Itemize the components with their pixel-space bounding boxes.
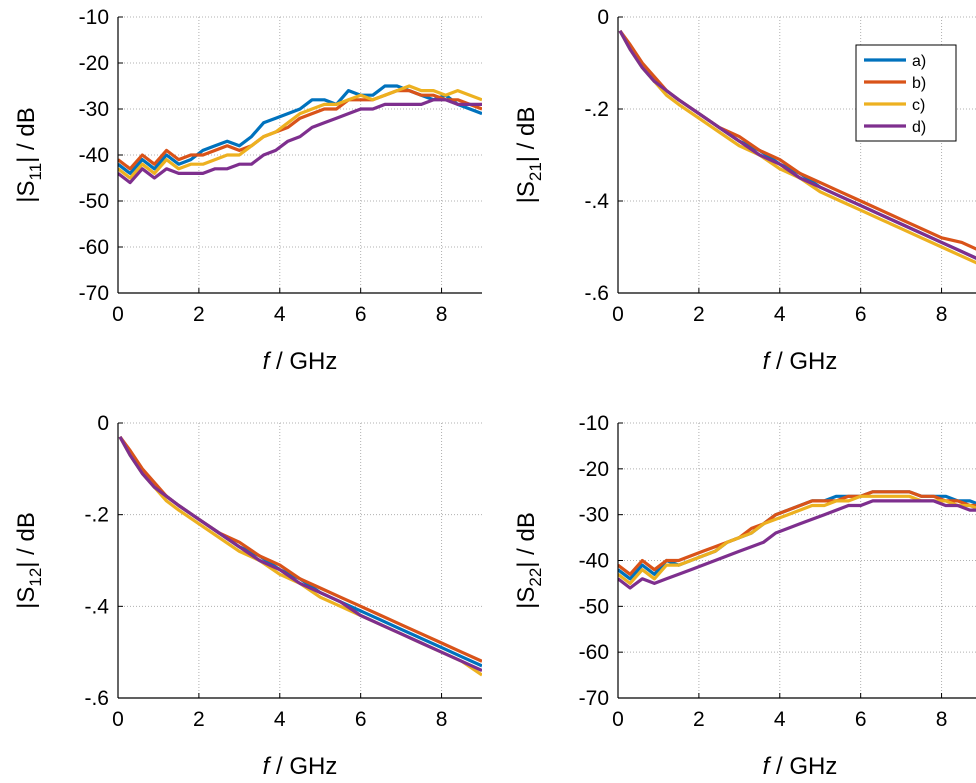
legend-label: b)	[912, 75, 926, 92]
series-line-trace-4	[118, 98, 482, 185]
panel-3: 0 2 4 6 8 -.6 -.4 -.2 0 f / GHz |S12| / dB	[13, 412, 482, 780]
series-group	[618, 490, 976, 590]
x-tick-label: 4	[774, 708, 786, 731]
x-tick-label: 0	[112, 708, 124, 731]
series-line-trace-2	[118, 435, 482, 663]
series-line-b)	[618, 29, 976, 251]
x-tick-label: 8	[436, 303, 448, 326]
x-tick-label: 6	[855, 303, 867, 326]
y-tick-label: 0	[97, 412, 109, 435]
series-line-trace-3	[118, 84, 482, 180]
x-tick-label: 0	[112, 303, 124, 326]
y-tick-label: -.6	[584, 282, 609, 305]
y-tick-label: -.4	[584, 190, 609, 213]
x-tick-label: 2	[193, 303, 205, 326]
x-axis-label: f / GHz	[763, 753, 838, 780]
series-line-trace-2	[118, 89, 482, 171]
y-tick-label: -30	[79, 98, 109, 121]
x-tick-label: 2	[193, 708, 205, 731]
y-tick-label: -20	[579, 458, 609, 481]
y-tick-label: -10	[579, 412, 609, 435]
legend-label: a)	[912, 53, 926, 70]
series-line-trace-4	[618, 499, 976, 590]
x-tick-label: 8	[436, 708, 448, 731]
y-tick-label: -.6	[84, 687, 109, 710]
x-tick-label: 6	[355, 708, 367, 731]
y-tick-label: 0	[597, 6, 609, 29]
y-axis-label: |S21| / dB	[513, 107, 545, 204]
y-tick-label: -30	[579, 504, 609, 527]
panel-4: 0 2 4 6 8 -70 -60 -50 -40 -30 -20 -10 f / GHz |S22| /…	[513, 412, 976, 780]
y-tick-label: -.4	[84, 595, 109, 618]
y-axis-label: |S12| / dB	[13, 512, 45, 609]
y-tick-label: -.2	[84, 504, 109, 527]
x-tick-label: 6	[855, 708, 867, 731]
y-tick-label: -40	[79, 144, 109, 167]
legend: a) b) c) d)	[855, 44, 957, 142]
y-axis-label: |S22| / dB	[513, 512, 545, 609]
legend-label: c)	[912, 97, 925, 114]
panel-1: 0 2 4 6 8 -70 -60 -50 -40 -30 -20 -10 f / GHz |S11| /…	[13, 6, 482, 375]
x-tick-label: 2	[693, 708, 705, 731]
x-tick-label: 8	[936, 708, 948, 731]
series-line-trace-4	[118, 436, 482, 672]
y-tick-label: -10	[79, 6, 109, 29]
x-tick-label: 4	[274, 708, 286, 731]
series-group	[618, 29, 976, 265]
x-axis-label: f / GHz	[263, 753, 338, 780]
y-tick-label: -20	[79, 52, 109, 75]
y-tick-label: -70	[79, 282, 109, 305]
y-tick-label: -40	[579, 550, 609, 573]
y-tick-label: -50	[79, 190, 109, 213]
legend-label: d)	[912, 119, 926, 136]
x-tick-label: 2	[693, 303, 705, 326]
x-tick-label: 6	[355, 303, 367, 326]
series-group	[118, 435, 482, 677]
y-tick-label: -60	[579, 641, 609, 664]
x-tick-label: 8	[936, 303, 948, 326]
y-axis-label: |S11| / dB	[13, 107, 45, 203]
x-tick-label: 0	[612, 708, 624, 731]
panel-2: 0 2 4 6 8 -.6 -.4 -.2 0 f / GHz |S21| / dB a) b) c) d)	[513, 6, 976, 375]
x-axis-label: f / GHz	[263, 348, 338, 375]
series-line-trace-2	[618, 490, 976, 576]
y-tick-label: -.2	[584, 98, 609, 121]
x-axis-label: f / GHz	[763, 348, 838, 375]
x-tick-label: 4	[274, 303, 286, 326]
series-line-d)	[618, 30, 976, 260]
series-group	[118, 84, 482, 185]
y-tick-label: -50	[579, 595, 609, 618]
y-tick-label: -60	[79, 236, 109, 259]
y-tick-label: -70	[579, 687, 609, 710]
x-tick-label: 0	[612, 303, 624, 326]
x-tick-label: 4	[774, 303, 786, 326]
